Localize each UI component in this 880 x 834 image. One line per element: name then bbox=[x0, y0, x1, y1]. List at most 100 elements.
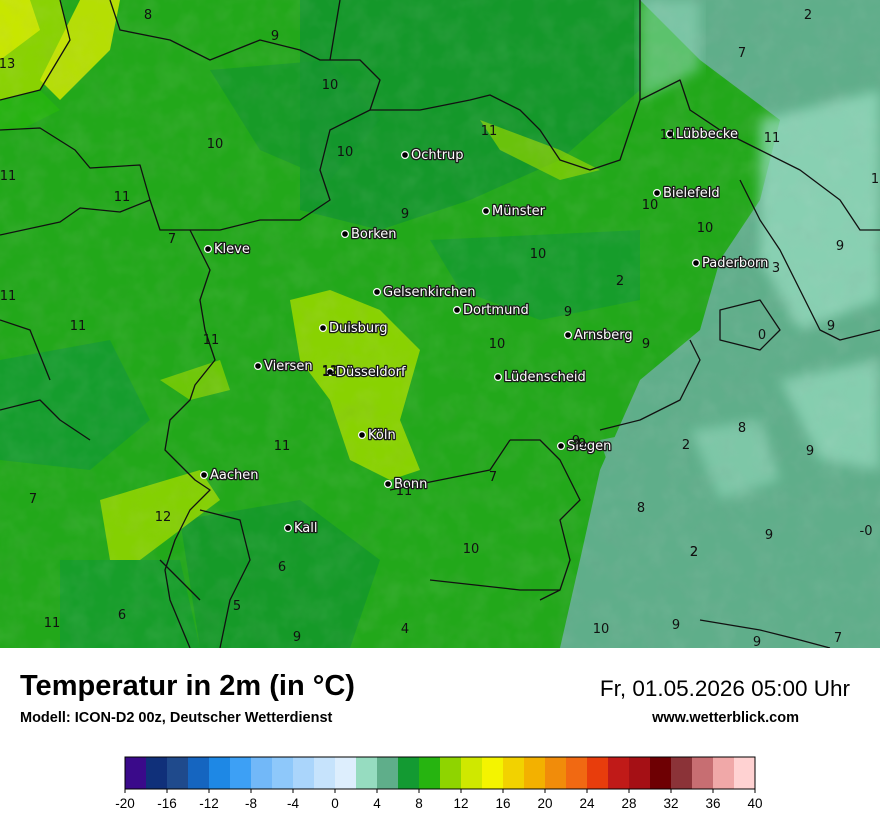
legend-swatch bbox=[419, 757, 441, 789]
city-dot bbox=[284, 523, 293, 532]
contour-label: 11 bbox=[70, 319, 87, 334]
legend-swatch bbox=[167, 757, 189, 789]
contour-label: 2 bbox=[690, 545, 698, 560]
contour-label: 7 bbox=[29, 492, 37, 507]
contour-label: 11 bbox=[203, 333, 220, 348]
legend-swatch bbox=[314, 757, 336, 789]
cities-layer: Ochtrup Lübbecke Bielefeld Münster Borken Kle… bbox=[200, 126, 770, 537]
city-label: Paderborn bbox=[702, 256, 768, 271]
contour-label: 13 bbox=[0, 57, 15, 72]
contour-label: 10 bbox=[530, 247, 547, 262]
city-dot bbox=[204, 245, 213, 254]
contour-labels-layer: 8913101010111111910111171111111211109291… bbox=[0, 8, 879, 648]
legend-swatch bbox=[356, 757, 378, 789]
city-label: Dortmund bbox=[463, 303, 529, 318]
city-marker: Münster bbox=[482, 203, 547, 220]
city-label: Bonn bbox=[394, 477, 427, 492]
contour-label: 7 bbox=[738, 46, 746, 61]
city-marker: Gelsenkirchen bbox=[373, 284, 477, 301]
city-marker: Köln bbox=[358, 427, 397, 444]
city-marker: Kleve bbox=[204, 241, 251, 258]
contour-label: 2 bbox=[804, 8, 812, 23]
city-dot bbox=[254, 362, 263, 371]
city-marker: Ochtrup bbox=[401, 147, 465, 164]
legend-swatch bbox=[209, 757, 231, 789]
contour-label: 2 bbox=[682, 438, 690, 453]
legend-swatch bbox=[272, 757, 294, 789]
city-marker: Arnsberg bbox=[563, 327, 634, 344]
city-label: Borken bbox=[351, 227, 397, 242]
city-marker: Dortmund bbox=[453, 302, 530, 319]
city-label: Gelsenkirchen bbox=[383, 285, 476, 300]
city-marker: Bielefeld bbox=[652, 185, 721, 202]
city-dot bbox=[200, 471, 209, 480]
city-label: Siegen bbox=[567, 439, 611, 454]
city-label: Köln bbox=[368, 428, 396, 443]
legend-swatch bbox=[587, 757, 609, 789]
city-dot bbox=[652, 189, 661, 198]
city-dot bbox=[494, 373, 503, 382]
legend-swatch bbox=[713, 757, 735, 789]
city-dot bbox=[319, 324, 328, 333]
contour-label: 9 bbox=[578, 437, 586, 452]
legend-swatch bbox=[503, 757, 525, 789]
contour-label: 11 bbox=[481, 124, 498, 139]
contour-label: 9 bbox=[401, 207, 409, 222]
website-link[interactable]: www.wetterblick.com bbox=[652, 710, 799, 726]
legend-swatch bbox=[377, 757, 399, 789]
city-label: Münster bbox=[492, 204, 546, 219]
color-legend: -20 -16 -12 -8 -4 0 4 8 12 16 20 24 28 32 36 40 bbox=[0, 748, 880, 830]
legend-swatch bbox=[146, 757, 168, 789]
city-marker: Aachen bbox=[200, 467, 260, 484]
city-label: Düsseldorf bbox=[336, 365, 406, 380]
contour-label: 6 bbox=[278, 560, 286, 575]
city-label: Kall bbox=[294, 521, 318, 536]
contour-label: 9 bbox=[827, 319, 835, 334]
contour-label: 11 bbox=[44, 616, 61, 631]
contour-label: 9 bbox=[271, 29, 279, 44]
legend-tick-label: 16 bbox=[495, 796, 510, 811]
contour-label: 9 bbox=[753, 635, 761, 648]
legend-swatch bbox=[335, 757, 357, 789]
contour-label: 9 bbox=[672, 618, 680, 633]
city-dot bbox=[691, 259, 700, 268]
city-dot bbox=[358, 431, 367, 440]
legend-tick-label: -12 bbox=[199, 796, 219, 811]
city-dot bbox=[563, 331, 572, 340]
contour-label: 11 bbox=[660, 128, 677, 143]
forecast-datetime: Fr, 01.05.2026 05:00 Uhr bbox=[599, 676, 850, 701]
legend-swatch bbox=[692, 757, 714, 789]
contour-label: 3 bbox=[772, 261, 780, 276]
contour-label: 9 bbox=[836, 239, 844, 254]
legend-tick-label: 12 bbox=[453, 796, 468, 811]
city-marker: Paderborn bbox=[691, 255, 770, 272]
legend-tick-label: -8 bbox=[245, 796, 257, 811]
map-title: Temperatur in 2m (in °C) bbox=[20, 670, 355, 702]
city-marker: Duisburg bbox=[319, 320, 389, 337]
contour-label: 10 bbox=[322, 78, 339, 93]
contour-label: 12 bbox=[322, 364, 339, 379]
contour-label: 6 bbox=[118, 608, 126, 623]
contour-label: 0 bbox=[758, 328, 766, 343]
legend-tick-label: 8 bbox=[415, 796, 423, 811]
contour-label: 7 bbox=[168, 232, 176, 247]
contour-label: 11 bbox=[114, 190, 131, 205]
contour-label: 10 bbox=[463, 542, 480, 557]
city-label: Lübbecke bbox=[676, 127, 738, 142]
legend-swatch bbox=[440, 757, 462, 789]
legend-swatch bbox=[608, 757, 630, 789]
contour-label: 12 bbox=[155, 510, 172, 525]
legend-swatch bbox=[650, 757, 672, 789]
legend-tick-label: 40 bbox=[747, 796, 762, 811]
city-dot bbox=[401, 151, 410, 160]
city-dot bbox=[341, 230, 350, 239]
city-marker: Düsseldorf bbox=[326, 364, 407, 381]
city-label: Bielefeld bbox=[663, 186, 720, 201]
contour-label: 1 bbox=[871, 172, 879, 187]
city-dot bbox=[482, 207, 491, 216]
contour-label: 10 bbox=[337, 145, 354, 160]
city-label: Lüdenscheid bbox=[504, 370, 586, 385]
contour-label: 2 bbox=[616, 274, 624, 289]
contour-label: 5 bbox=[233, 599, 241, 614]
city-dot bbox=[453, 306, 462, 315]
